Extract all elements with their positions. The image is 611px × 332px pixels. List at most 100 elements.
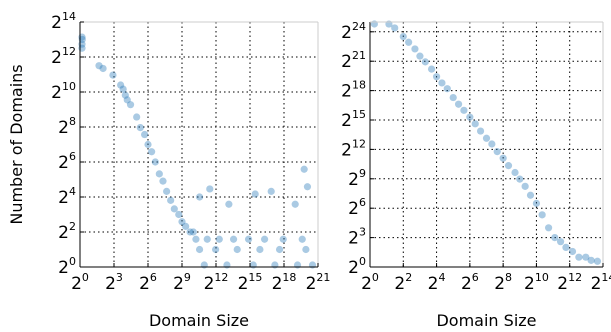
right-data-point [421, 58, 429, 66]
left-data-point [271, 261, 279, 269]
right-y-tick-label: 221 [341, 49, 366, 72]
left-panel: 20 23 26 29 212 215 218 221 20 22 24 26 28 210 212 214 D… [7, 10, 330, 330]
left-data-point [300, 165, 308, 173]
left-x-axis-label: Domain Size [149, 311, 249, 330]
left-data-point [141, 130, 149, 139]
right-data-point [526, 191, 535, 199]
right-y-tick-label: 212 [341, 137, 366, 160]
right-data-point [504, 162, 513, 170]
left-x-tick-label: 212 [204, 271, 229, 294]
right-data-point [568, 247, 577, 256]
left-data-point [175, 210, 183, 219]
right-x-tick-label: 28 [494, 271, 512, 294]
right-data-point [471, 120, 479, 128]
right-panel: 20 22 24 26 28 210 212 214 20 23 26 29 212 215 218 221 2… [341, 20, 611, 330]
left-data-point [170, 205, 178, 213]
left-data-point [225, 200, 233, 208]
left-data-point [195, 245, 204, 254]
left-data-point [117, 81, 125, 89]
right-data-point [544, 224, 553, 232]
left-data-point [182, 222, 190, 230]
right-y-tick-label: 218 [341, 79, 366, 102]
left-data-point [260, 235, 269, 243]
left-data-point [303, 183, 312, 191]
right-points [370, 20, 602, 265]
left-data-point [291, 200, 299, 208]
left-data-point [200, 261, 208, 269]
left-x-tick-label: 29 [173, 271, 191, 294]
right-data-point [432, 73, 441, 81]
left-x-tick-label: 215 [238, 271, 263, 294]
right-data-point [538, 211, 546, 219]
left-data-point [99, 64, 107, 73]
left-data-point [223, 261, 231, 269]
right-data-point [556, 238, 565, 246]
left-data-point [123, 96, 131, 104]
right-data-point [575, 253, 583, 261]
right-data-point [449, 93, 457, 102]
left-data-point [126, 101, 135, 109]
left-y-tick-label: 26 [58, 150, 76, 173]
left-data-point [192, 235, 200, 243]
left-x-tick-label: 221 [306, 271, 331, 294]
left-data-point [121, 91, 129, 99]
left-y-tick-label: 214 [51, 10, 76, 33]
right-data-point [460, 106, 468, 114]
left-data-point [206, 185, 214, 193]
left-y-tick-label: 24 [58, 185, 76, 208]
right-data-point [593, 257, 602, 265]
left-data-point [215, 235, 223, 243]
left-data-point [256, 245, 264, 254]
right-x-tick-label: 210 [524, 271, 549, 294]
right-x-axis-label: Domain Size [436, 311, 536, 330]
left-data-point [133, 113, 141, 121]
left-data-point [249, 261, 257, 269]
right-x-tick-label: 26 [461, 271, 479, 294]
left-data-point [203, 235, 211, 243]
left-x-tick-label: 20 [71, 271, 89, 294]
left-data-point [267, 187, 275, 195]
right-y-tick-label: 224 [341, 20, 366, 43]
right-data-point [454, 100, 463, 108]
right-data-point [443, 85, 451, 93]
left-data-point [195, 193, 204, 201]
left-data-point [163, 187, 171, 195]
right-y-tick-label: 215 [341, 108, 366, 131]
right-data-point [516, 175, 524, 183]
left-data-point [298, 235, 306, 243]
left-data-point [251, 190, 259, 198]
left-data-point [167, 196, 175, 204]
left-data-point [178, 218, 186, 226]
left-data-point [151, 158, 159, 166]
left-data-point [159, 177, 167, 185]
right-x-tick-label: 214 [591, 271, 611, 294]
right-y-tick-label: 20 [348, 255, 366, 278]
right-data-point [405, 38, 413, 46]
left-data-point [229, 235, 238, 243]
right-data-point [521, 182, 529, 190]
left-y-tick-label: 28 [58, 115, 76, 138]
right-data-point [488, 140, 496, 148]
right-x-tick-label: 22 [394, 271, 412, 294]
right-x-tick-label: 20 [361, 271, 379, 294]
left-data-point [244, 235, 253, 243]
left-data-point [308, 261, 317, 269]
left-points [78, 33, 317, 269]
right-data-point [438, 79, 446, 87]
left-data-point [119, 85, 127, 93]
right-y-tick-label: 23 [348, 226, 366, 249]
right-y-tick-label: 26 [348, 196, 366, 219]
left-data-point [302, 245, 310, 254]
right-data-point [499, 154, 507, 162]
right-data-point [482, 134, 491, 142]
right-data-point [427, 65, 436, 73]
right-data-point [466, 113, 474, 121]
left-data-point [148, 148, 156, 156]
left-y-tick-label: 22 [58, 220, 76, 243]
right-data-point [476, 127, 485, 135]
left-data-point [78, 44, 86, 52]
right-data-point [416, 52, 424, 60]
left-x-tick-label: 23 [105, 271, 123, 294]
left-data-point [95, 62, 103, 70]
